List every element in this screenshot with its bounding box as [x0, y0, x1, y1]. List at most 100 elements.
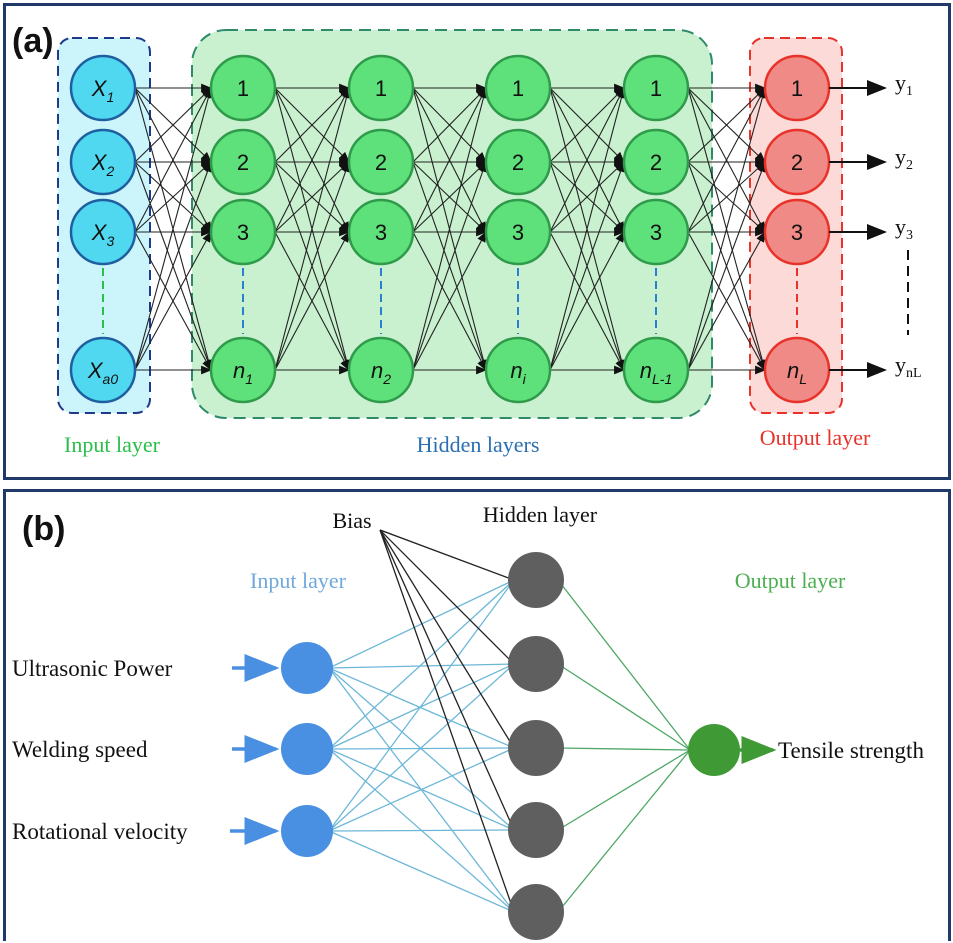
connection-line [549, 160, 625, 371]
connection-line [687, 87, 766, 163]
node-label: 3 [512, 220, 524, 245]
connection-line [134, 86, 213, 371]
hidden-node: 2 [484, 128, 552, 196]
b-output-node [688, 724, 740, 776]
hidden-node: 3 [347, 198, 415, 266]
connection-line [274, 231, 350, 371]
b-input-node [281, 805, 333, 857]
input-hidden-connection [328, 667, 515, 749]
input-hidden-connection [328, 579, 515, 750]
connection-line [687, 161, 766, 233]
b-hidden-node [508, 884, 564, 940]
node-label: 1 [237, 76, 249, 101]
connection-line [274, 86, 351, 371]
node-label: 3 [375, 220, 387, 245]
hidden-output-connection [557, 749, 691, 831]
connection-line [134, 161, 212, 233]
connection-line [687, 231, 766, 371]
node-label: nL-1 [640, 358, 672, 387]
node-label: n1 [233, 358, 253, 387]
connection-line [687, 87, 766, 233]
panel-b [3, 489, 951, 941]
node-label: X2 [91, 150, 115, 179]
connection-line [412, 160, 487, 371]
hidden-node: n2 [347, 336, 415, 404]
output-variable-label-b: Tensile strength [778, 738, 924, 763]
output-node: 2 [763, 128, 831, 196]
node-label: 2 [791, 150, 803, 175]
node-label: 2 [650, 150, 662, 175]
output-variable-label: y2 [895, 144, 913, 173]
input-hidden-connection [328, 579, 515, 832]
hidden-node: 3 [209, 198, 277, 266]
connection-line [412, 86, 488, 371]
b-hidden-node [508, 802, 564, 858]
node-label: 3 [791, 220, 803, 245]
hidden-output-connection [557, 749, 691, 913]
output-layer-label: Output layer [760, 425, 871, 450]
bias-connection [379, 529, 515, 749]
node-label: 2 [375, 150, 387, 175]
node-label: 3 [650, 220, 662, 245]
input-node: Xa0 [69, 336, 137, 404]
node-label: 2 [237, 150, 249, 175]
input-variable-label: Rotational velocity [12, 819, 188, 844]
hidden-node: 1 [347, 54, 415, 122]
connection-line [134, 87, 212, 163]
connection-line [274, 87, 350, 233]
input-variable-label: Ultrasonic Power [12, 656, 173, 681]
bias-label: Bias [332, 508, 371, 533]
hidden-node: ni [484, 336, 552, 404]
node-label: X1 [91, 76, 114, 105]
hidden-node: 2 [347, 128, 415, 196]
b-hidden-node [508, 720, 564, 776]
connection-line [412, 161, 487, 233]
panel-b-label: (b) [22, 510, 66, 548]
node-label: 2 [512, 150, 524, 175]
hidden-node: 1 [622, 54, 690, 122]
node-label: ni [510, 358, 526, 387]
connection-line [274, 160, 350, 371]
hidden-node: 2 [622, 128, 690, 196]
connection-line [412, 87, 487, 163]
node-label: 1 [791, 76, 803, 101]
panel-a-label: (a) [12, 22, 54, 60]
hidden-output-connection [557, 579, 691, 751]
connection-line [274, 161, 350, 233]
bias-connection [379, 529, 515, 913]
input-hidden-connection [328, 663, 515, 832]
b-input-layer-label: Input layer [250, 568, 347, 593]
connection-line [412, 87, 487, 233]
node-label: nL [787, 358, 807, 387]
bias-connection [379, 529, 515, 665]
hidden-layer-label: Hidden layer [483, 502, 598, 527]
connection-line [134, 160, 212, 371]
input-node: X3 [69, 198, 137, 266]
node-label: Xa0 [87, 358, 118, 387]
connection-line [549, 87, 625, 163]
connection-line [134, 231, 212, 371]
connection-line [134, 87, 212, 233]
b-input-node [281, 723, 333, 775]
output-variable-label: y1 [895, 70, 913, 99]
hidden-node: 3 [484, 198, 552, 266]
bias-connection [379, 529, 515, 831]
node-label: 3 [237, 220, 249, 245]
hidden-node: nL-1 [622, 336, 690, 404]
hidden-output-connection [557, 747, 691, 751]
input-hidden-connection [328, 663, 515, 669]
hidden-layers-label: Hidden layers [417, 432, 540, 457]
output-node: 1 [763, 54, 831, 122]
node-label: 1 [375, 76, 387, 101]
input-node: X1 [69, 54, 137, 122]
input-variable-label: Welding speed [12, 737, 148, 762]
hidden-node: 1 [209, 54, 277, 122]
input-layer-label: Input layer [64, 432, 161, 457]
hidden-layers-box [191, 29, 713, 419]
connection-line [549, 231, 625, 371]
b-input-node [281, 642, 333, 694]
node-label: X3 [91, 220, 115, 249]
b-hidden-node [508, 636, 564, 692]
output-node: 3 [763, 198, 831, 266]
output-node: nL [763, 336, 831, 404]
